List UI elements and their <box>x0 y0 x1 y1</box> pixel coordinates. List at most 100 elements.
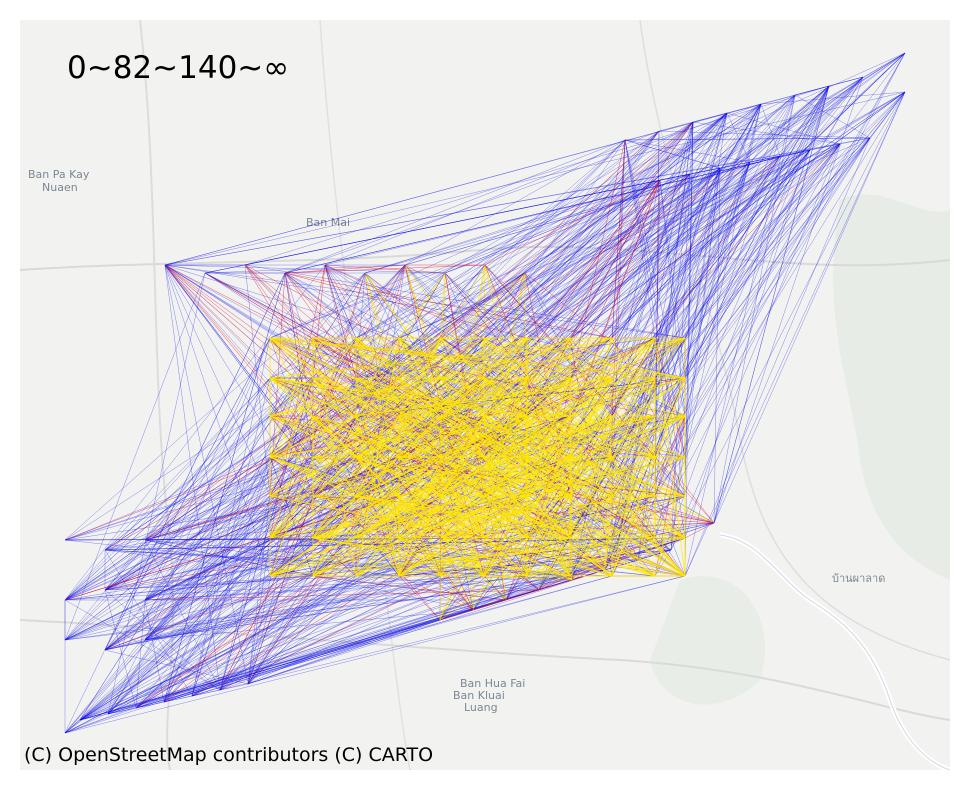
flow-line <box>794 94 871 139</box>
flow-line <box>483 415 656 539</box>
flow-line <box>312 495 571 539</box>
flow-line <box>472 337 485 611</box>
flow-line <box>670 415 686 551</box>
flow-line <box>107 537 686 715</box>
flow-line <box>569 103 762 539</box>
flow-line <box>247 537 271 685</box>
flow-line <box>107 264 486 715</box>
flow-line <box>444 272 485 497</box>
flow-line <box>398 377 613 577</box>
flow-line <box>569 415 686 539</box>
flow-line <box>164 91 906 266</box>
flow-line <box>484 264 686 458</box>
flow-line <box>398 377 686 458</box>
flow-line <box>269 377 672 551</box>
flow-line <box>247 76 864 685</box>
flow-line <box>269 415 686 577</box>
flow-line <box>64 272 286 734</box>
flow-line <box>269 337 400 379</box>
map-canvas[interactable]: Ban Pa Kay Nuaen Ban Mai Ban Hua Fai Ban… <box>20 20 950 770</box>
flow-line <box>269 337 442 539</box>
flow-line <box>312 173 691 577</box>
flow-line <box>104 456 613 651</box>
flow-line <box>104 537 656 551</box>
flow-line <box>107 456 271 715</box>
flow-line <box>440 94 796 417</box>
flow-line <box>355 415 528 458</box>
flow-line <box>713 167 721 524</box>
flow-line <box>569 337 656 379</box>
flow-line <box>269 121 694 379</box>
flow-line <box>444 272 686 497</box>
flow-line <box>611 495 639 561</box>
flow-line <box>247 569 606 685</box>
flow-line <box>269 415 571 497</box>
flow-line <box>526 85 830 417</box>
flow-line <box>611 495 686 577</box>
flow-line <box>684 167 721 458</box>
flow-line <box>269 456 528 577</box>
flow-line <box>355 537 400 577</box>
place-label: บ้านผาลาด <box>832 572 885 585</box>
flow-line <box>483 415 686 539</box>
flow-line <box>79 575 357 721</box>
flow-line <box>440 76 864 458</box>
flow-line <box>569 179 661 339</box>
flow-line <box>164 264 271 577</box>
flow-line <box>244 85 830 266</box>
flow-line <box>312 264 406 379</box>
flow-line <box>163 683 249 703</box>
flow-line <box>684 167 721 379</box>
flow-line <box>247 337 485 685</box>
flow-line <box>654 130 660 497</box>
flow-line <box>269 155 781 577</box>
flow-line <box>398 537 507 601</box>
flow-line <box>64 579 573 641</box>
flow-line <box>398 456 528 539</box>
flow-line <box>569 52 906 379</box>
flow-line <box>135 495 442 709</box>
flow-line <box>269 377 686 458</box>
flow-line <box>107 495 613 715</box>
flow-line <box>355 377 613 417</box>
legend-title: 0~82~140~∞ <box>67 50 290 86</box>
flow-line <box>312 537 528 577</box>
flow-line <box>440 415 686 577</box>
flow-line <box>472 377 613 611</box>
flow-line <box>191 456 271 697</box>
flow-line <box>64 264 406 601</box>
flow-line <box>312 94 796 339</box>
flow-line <box>569 94 796 379</box>
flow-line <box>79 589 540 721</box>
flow-line <box>191 337 314 697</box>
flow-line <box>684 121 694 497</box>
flow-line <box>284 139 626 274</box>
flow-line <box>64 537 442 734</box>
flow-line <box>324 130 660 266</box>
flow-line <box>569 456 656 497</box>
flow-line <box>104 575 314 591</box>
flow-line <box>355 337 442 539</box>
flow-line <box>64 272 206 641</box>
flow-line <box>440 377 656 458</box>
flow-line <box>269 130 660 539</box>
flow-line <box>104 589 221 691</box>
flow-line <box>684 91 906 577</box>
flow-line <box>64 575 485 734</box>
flow-line <box>483 415 571 497</box>
flow-line <box>624 139 721 169</box>
flow-line <box>269 377 442 497</box>
flow-line <box>483 456 686 539</box>
flow-line <box>64 575 686 734</box>
flow-line <box>355 103 762 339</box>
flow-line <box>684 137 871 339</box>
flow-line <box>869 91 906 139</box>
flow-line <box>64 377 271 601</box>
flow-line <box>269 52 906 458</box>
flow-line <box>355 337 571 458</box>
flow-line <box>324 264 446 274</box>
flow-line <box>64 599 221 691</box>
flow-line <box>269 415 571 458</box>
flow-line <box>191 377 271 697</box>
flow-line <box>355 155 781 497</box>
